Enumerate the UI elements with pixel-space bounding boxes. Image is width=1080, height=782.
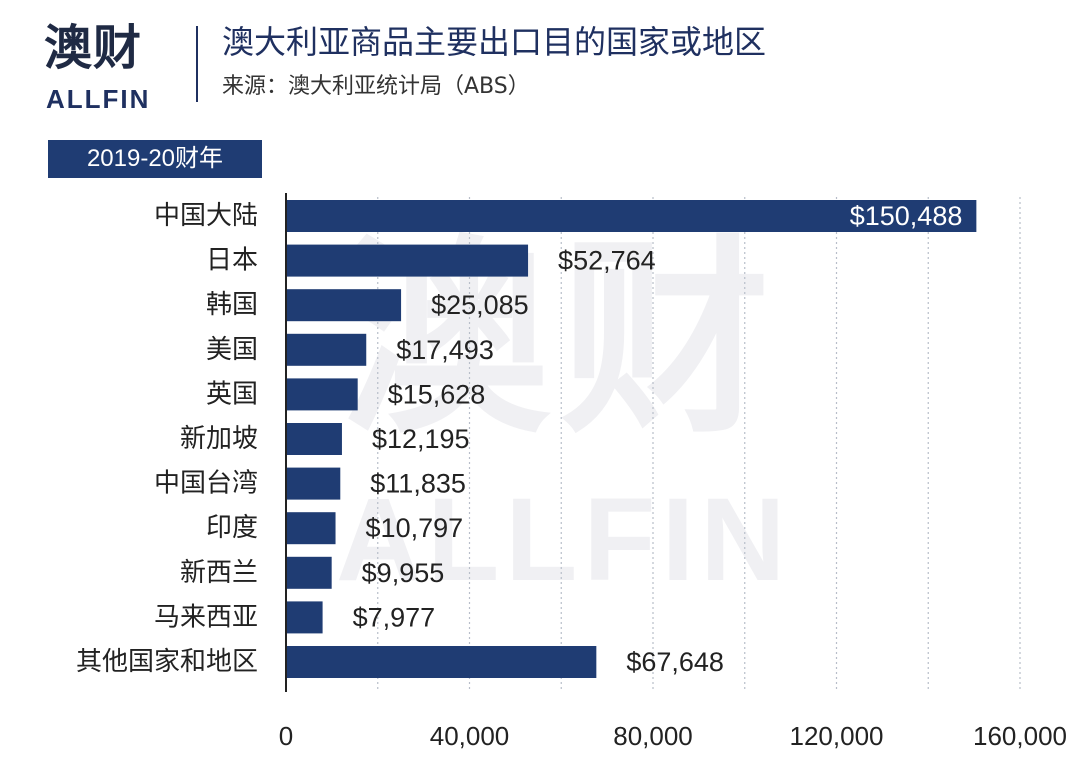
value-label: $15,628 [388,379,486,409]
bar [286,244,529,277]
x-tick-label: 120,000 [790,721,884,751]
category-label: 印度 [206,513,258,543]
logo-en-text: ALLFIN [46,84,151,114]
category-label: 中国台湾 [154,469,258,499]
bar [286,467,341,500]
bar [286,200,977,232]
category-label: 日本 [206,246,258,276]
bar [286,601,323,634]
x-tick-label: 80,000 [613,721,693,751]
bar [286,646,597,678]
value-label: $12,195 [372,424,470,454]
bar [286,512,336,545]
chart-title: 澳大利亚商品主要出口目的国家或地区 [222,23,767,61]
logo-cn-text: 澳财 [44,20,143,76]
category-label: 马来西亚 [154,602,258,632]
bar [286,556,332,589]
labels: 中国大陆 $150,488 日本 $52,764 韩国 $25,085 美国 $17,493 英… [76,201,962,677]
value-label: $52,764 [558,246,656,276]
chart-source: 来源：澳大利亚统计局（ABS） [222,74,530,99]
period-badge: 2019-20财年 [48,140,262,178]
x-tick-label: 0 [279,721,293,751]
category-label: 英国 [206,379,258,409]
bar [286,289,402,322]
category-label: 其他国家和地区 [76,647,258,677]
value-label: $25,085 [431,290,529,320]
value-label: $67,648 [626,647,724,677]
category-label: 中国大陆 [154,201,258,231]
x-tick-label: 160,000 [973,721,1067,751]
bar [286,423,342,455]
value-label: $150,488 [850,201,963,231]
category-label: 新西兰 [180,558,258,588]
value-label: $11,835 [370,469,466,499]
x-tick-label: 40,000 [430,721,510,751]
axes: 0 40,000 80,000 120,000 160,000 [279,193,1067,751]
category-label: 韩国 [206,290,258,320]
category-label: 新加坡 [180,424,258,454]
category-label: 美国 [206,335,258,365]
value-label: $17,493 [396,335,494,365]
bar [286,333,367,366]
bar [286,378,358,411]
value-label: $9,955 [362,558,445,588]
header-divider [196,26,198,102]
value-label: $10,797 [366,513,464,543]
value-label: $7,977 [353,602,436,632]
bars [286,200,977,678]
